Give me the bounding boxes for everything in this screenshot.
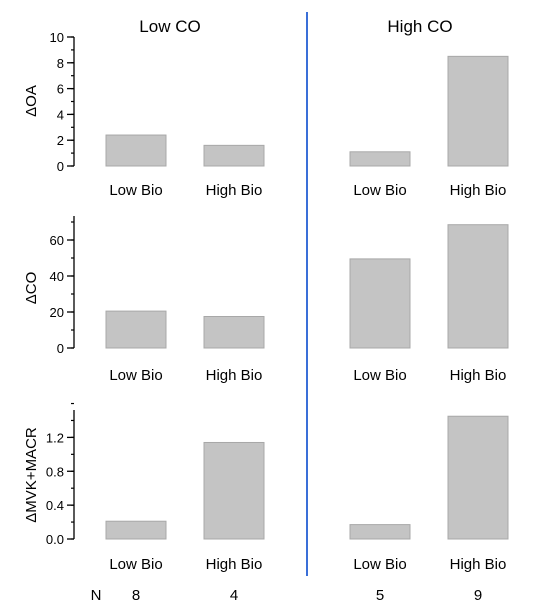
bar-low-co-high-bio — [203, 316, 265, 349]
bar-high-co-high-bio — [447, 415, 509, 540]
y-tick-label: 40 — [50, 269, 64, 284]
category-label: Low Bio — [109, 556, 162, 573]
n-value-low-co-low-bio: 8 — [132, 587, 140, 604]
category-label: Low Bio — [109, 367, 162, 384]
category-label: Low Bio — [353, 556, 406, 573]
category-label: High Bio — [206, 182, 263, 199]
n-value-high-co-high-bio: 9 — [474, 587, 482, 604]
category-label: High Bio — [206, 367, 263, 384]
bar-high-co-low-bio — [349, 258, 411, 349]
n-value-low-co-high-bio: 4 — [230, 587, 238, 604]
bar-low-co-low-bio — [105, 134, 167, 167]
bar-high-co-high-bio — [447, 55, 509, 167]
y-tick-label: 0 — [57, 341, 64, 356]
y-tick-label: 2 — [57, 133, 64, 148]
panel-delta-mvk-macr: Low Bio High Bio Low Bio High Bio 0.0 0.4 0.8 1… — [23, 402, 509, 573]
panel-delta-oa: Low Bio High Bio Low Bio High Bio 0 2 4 6 8 10 ΔOA — [23, 30, 509, 199]
y-tick-label: 0.0 — [46, 532, 64, 547]
y-tick-label: 8 — [57, 56, 64, 71]
y-tick-label: 10 — [50, 30, 64, 45]
panel-delta-co: Low Bio High Bio Low Bio High Bio 0 20 40 60 ΔCO — [23, 216, 509, 384]
category-label: High Bio — [450, 182, 507, 199]
y-axis-label: ΔCO — [23, 272, 40, 305]
y-axis-label: ΔOA — [23, 85, 40, 117]
category-label: Low Bio — [353, 367, 406, 384]
y-axis-label: ΔMVK+MACR — [23, 427, 40, 523]
y-tick-label: 1.2 — [46, 430, 64, 445]
y-tick-label: 60 — [50, 233, 64, 248]
category-label: Low Bio — [353, 182, 406, 199]
y-tick-label: 0 — [57, 159, 64, 174]
bar-high-co-high-bio — [447, 224, 509, 349]
bar-low-co-low-bio — [105, 310, 167, 349]
bar-low-co-low-bio — [105, 520, 167, 540]
category-label: Low Bio — [109, 182, 162, 199]
y-tick-label: 0.8 — [46, 464, 64, 479]
category-label: High Bio — [450, 556, 507, 573]
y-tick-label: 6 — [57, 82, 64, 97]
y-tick-label: 0.4 — [46, 498, 64, 513]
bar-high-co-low-bio — [349, 524, 411, 540]
y-tick-label: 20 — [50, 305, 64, 320]
bar-low-co-high-bio — [203, 441, 265, 540]
group-title-low-co: Low CO — [139, 17, 200, 36]
category-label: High Bio — [206, 556, 263, 573]
bar-high-co-low-bio — [349, 151, 411, 167]
category-label: High Bio — [450, 367, 507, 384]
n-row-label: N — [91, 587, 102, 604]
bar-low-co-high-bio — [203, 144, 265, 167]
y-tick-label: 4 — [57, 107, 64, 122]
group-title-high-co: High CO — [387, 17, 452, 36]
n-value-high-co-low-bio: 5 — [376, 587, 384, 604]
